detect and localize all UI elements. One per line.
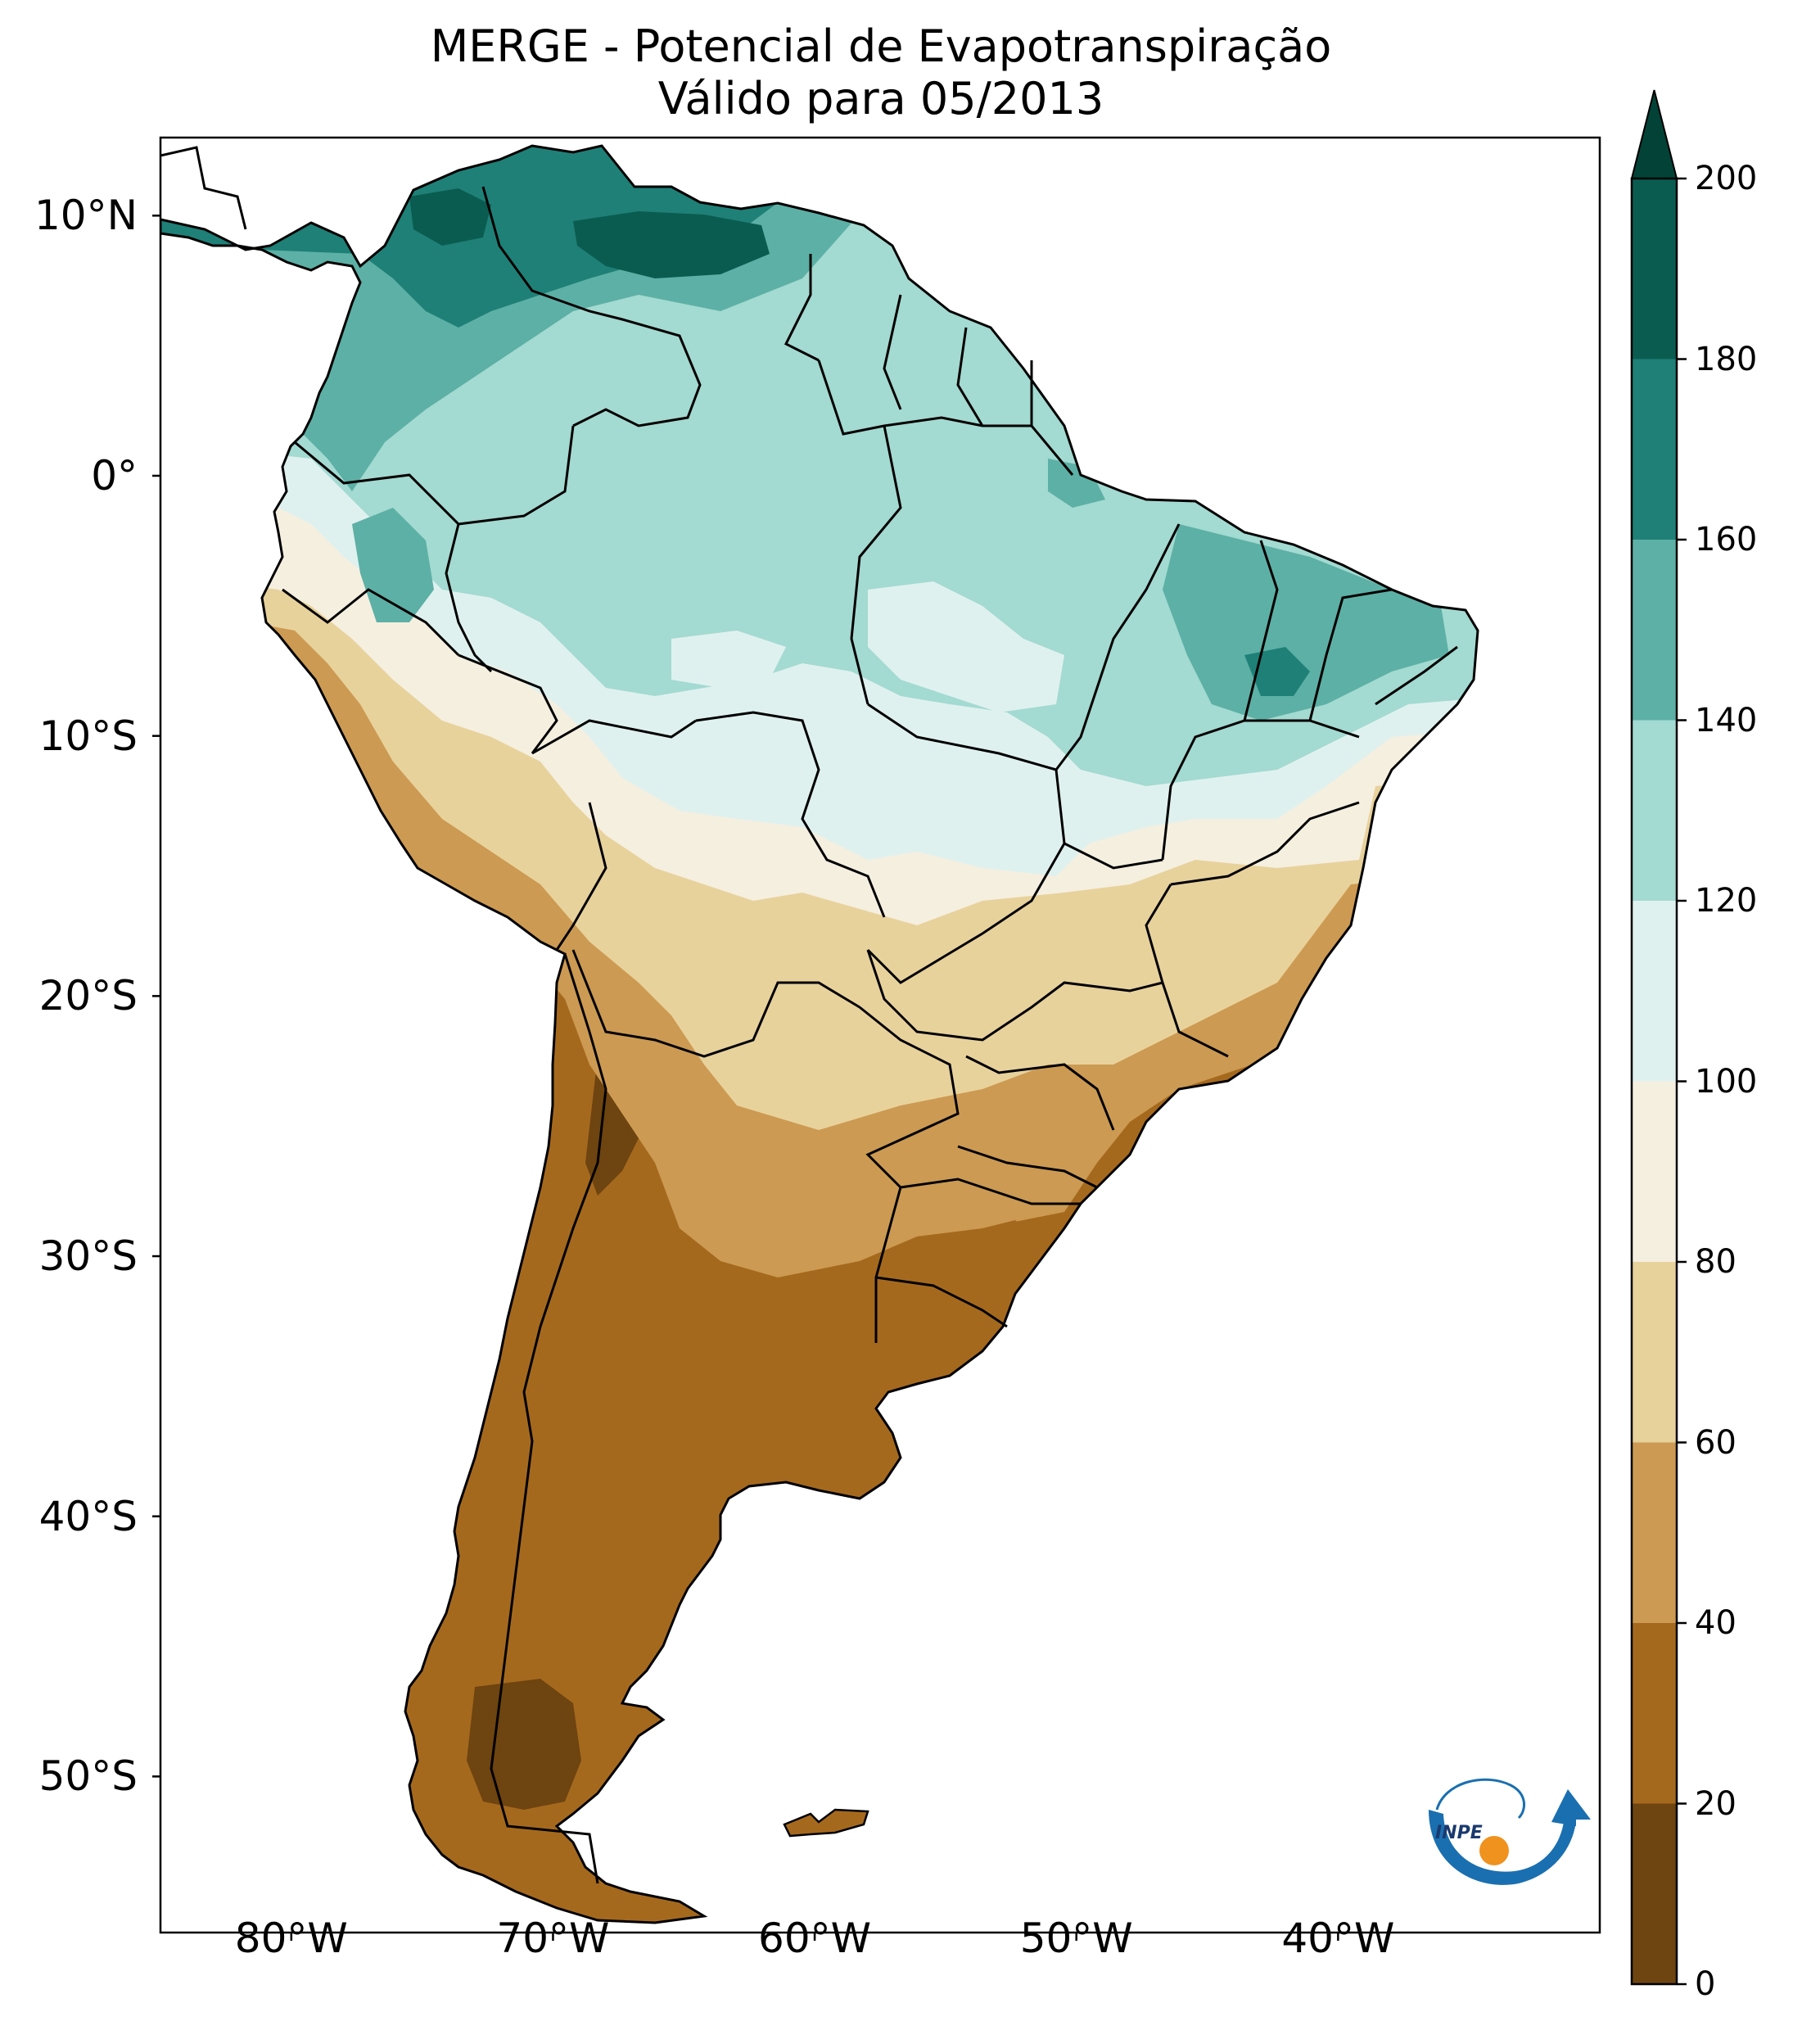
inpe-logo-ring (1435, 1778, 1526, 1820)
colorbar-segment (1632, 540, 1677, 721)
band-140-160-northeast (1163, 524, 1449, 721)
falkland-islands (783, 1808, 869, 1838)
lon-tick-label: 50°W (1019, 1915, 1133, 1962)
country-borders (160, 146, 1458, 1884)
inpe-logo-text: INPE (1435, 1823, 1483, 1843)
colorbar-segment (1632, 1262, 1677, 1443)
colorbar-tick-label: 200 (1695, 160, 1758, 197)
latitude-ticks (152, 215, 160, 1778)
colorbar-segment (1632, 179, 1677, 359)
inpe-logo-arrow-icon (1551, 1789, 1591, 1826)
band-180-200-colombia (409, 188, 491, 246)
band-0-20-patagonia (467, 1679, 581, 1810)
map-title: MERGE - Potencial de Evapotranspiração (430, 20, 1332, 72)
lat-tick-label: 0° (91, 451, 138, 500)
colorbar-segment (1632, 720, 1677, 901)
inpe-logo: INPE (1429, 1778, 1591, 1885)
band-180-200-venezuela (573, 211, 770, 278)
band-100-120-amazon-patch (868, 581, 1064, 712)
inpe-logo-swoosh (1429, 1810, 1576, 1885)
colorbar-extend-arrow (1630, 89, 1678, 179)
lat-tick-label: 40°S (38, 1492, 138, 1540)
band-140-160-ecuador (352, 508, 434, 622)
map-frame (159, 136, 1601, 1934)
lat-tick-label: 20°S (38, 972, 138, 1020)
colorbar-tick-label: 60 (1695, 1423, 1736, 1462)
evapotranspiration-field (160, 146, 1478, 1923)
colorbar-tick-label: 0 (1695, 1965, 1716, 2003)
colorbar-tick-label: 180 (1695, 340, 1758, 378)
colorbar-tick-label: 140 (1695, 701, 1758, 739)
lat-tick-label: 50°S (38, 1752, 138, 1801)
colorbar-tick-label: 160 (1695, 521, 1758, 558)
colorbar-segment (1632, 1803, 1677, 1984)
colorbar-segment (1632, 359, 1677, 540)
map-content (160, 144, 1479, 1924)
colorbar-tick-label: 120 (1695, 882, 1758, 920)
lon-tick-label: 80°W (234, 1915, 348, 1962)
lon-tick-label: 70°W (496, 1915, 610, 1962)
colorbar-segment (1632, 1081, 1677, 1262)
lon-tick-label: 40°W (1281, 1915, 1395, 1962)
colorbar-segment (1632, 901, 1677, 1082)
lat-tick-label: 10°S (38, 712, 138, 760)
colorbar-tick-label: 80 (1695, 1243, 1736, 1281)
longitude-ticks (290, 1933, 1339, 1941)
colorbar-segment (1632, 1442, 1677, 1623)
colorbar-tick-label: 100 (1695, 1062, 1758, 1101)
colorbar-tick-label: 40 (1695, 1604, 1736, 1642)
colorbar-segment (1632, 1623, 1677, 1804)
colorbar-tick-label: 20 (1695, 1784, 1736, 1823)
lat-tick-label: 30°S (38, 1232, 138, 1281)
band-100-120-central-patch (671, 631, 786, 688)
map-subtitle: Válido para 05/2013 (657, 73, 1104, 124)
inpe-logo-sun (1479, 1836, 1509, 1865)
lon-tick-label: 60°W (758, 1915, 872, 1962)
band-20-40-south-brazil (876, 1220, 1048, 1359)
lat-tick-label: 10°N (34, 192, 138, 240)
colorbar (1630, 89, 1687, 1986)
